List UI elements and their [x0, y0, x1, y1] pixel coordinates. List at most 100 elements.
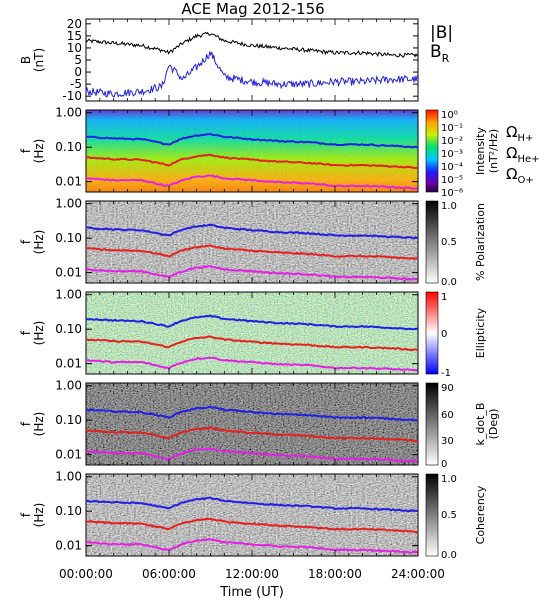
frequency-axes: 1.000.100.01f (Hz)1.000.100.01f (Hz)1.000.… — [19, 106, 418, 553]
intensity-colorbar-unit: (nT²/Hz) — [487, 129, 500, 173]
freq-axis-unit: (Hz) — [32, 321, 46, 346]
freq-axis-unit: (Hz) — [32, 503, 46, 528]
omega-h-legend: ΩH+ — [506, 123, 533, 144]
freq-axis-unit: (Hz) — [32, 230, 46, 255]
omega-o-line — [85, 356, 419, 372]
gyrofrequency-lines — [85, 132, 419, 554]
svg-text:10⁻⁵: 10⁻⁵ — [441, 175, 463, 186]
b-total-line — [85, 31, 419, 58]
svg-text:10⁻⁴: 10⁻⁴ — [441, 162, 463, 173]
k-dot-b-colorbar-ticks: 90 60 30 0 — [441, 383, 454, 470]
b-field-frame — [85, 18, 419, 102]
omega-o-line — [85, 174, 419, 190]
b-field-y-tick-label: -5 — [70, 77, 82, 91]
time-tick-label: 24:00:00 — [391, 567, 445, 581]
ellipticity-colorbar-title: Ellipticity — [474, 307, 487, 358]
svg-text:0.0: 0.0 — [441, 277, 457, 288]
svg-text:30: 30 — [441, 436, 454, 447]
ellipticity-panel: 1 0 -1 Ellipticity — [85, 291, 487, 379]
freq-tick-label: 0.10 — [55, 504, 82, 518]
omega-he-line — [85, 426, 419, 443]
svg-text:0.0: 0.0 — [441, 550, 457, 561]
b-r-legend: BR — [430, 42, 450, 65]
svg-text:10⁰: 10⁰ — [441, 110, 458, 121]
svg-text:0.5: 0.5 — [441, 510, 457, 521]
chart-title: ACE Mag 2012-156 — [181, 0, 324, 18]
b-total-legend: |B| — [430, 23, 453, 43]
time-tick-label: 06:00:00 — [142, 567, 196, 581]
coherency-colorbar-ticks: 1.0 0.5 0.0 — [441, 474, 457, 561]
omega-o-line — [85, 447, 419, 463]
coherency-spectrogram — [86, 474, 418, 556]
svg-text:10⁻⁶: 10⁻⁶ — [441, 188, 463, 199]
freq-tick-label: 0.01 — [55, 266, 82, 280]
omega-he-line — [85, 335, 419, 352]
svg-text:1.0: 1.0 — [441, 201, 457, 212]
omega-o-legend: ΩO+ — [506, 165, 534, 186]
time-tick-label: 12:00:00 — [225, 567, 279, 581]
svg-text:10⁻²: 10⁻² — [441, 136, 463, 147]
freq-tick-label: 0.10 — [55, 140, 82, 154]
svg-text:60: 60 — [441, 410, 454, 421]
k-dot-b-colorbar-unit: (Deg) — [487, 409, 500, 440]
freq-tick-label: 1.00 — [55, 288, 82, 302]
omega-h-line — [85, 405, 419, 422]
omega-h-line — [85, 314, 418, 331]
svg-text:10⁻³: 10⁻³ — [441, 149, 463, 160]
intensity-colorbar-title: Intensity — [474, 127, 487, 175]
ellipticity-colorbar-ticks: 1 0 -1 — [441, 292, 451, 379]
b-field-y-tick-label: 5 — [74, 53, 82, 67]
polarization-colorbar-title: % Polarization — [474, 203, 487, 281]
svg-text:1.0: 1.0 — [441, 474, 457, 485]
time-tick-label: 18:00:00 — [308, 567, 362, 581]
b-field-y-tick-label: 15 — [67, 29, 82, 43]
b-field-y-tick-label: 0 — [74, 65, 82, 79]
freq-tick-label: 1.00 — [55, 379, 82, 393]
freq-axis-label: f — [19, 421, 33, 426]
time-axis: 00:00:00 06:00:00 12:00:00 18:00:00 24:00:00 — [59, 19, 445, 581]
b-field-y-tick-label: -10 — [62, 89, 82, 103]
x-axis-label: Time (UT) — [219, 585, 284, 600]
polarization-spectrogram — [86, 201, 418, 283]
intensity-colorbar — [425, 109, 439, 193]
svg-text:0: 0 — [441, 329, 447, 340]
b-field-yunit: (nT) — [32, 48, 46, 72]
coherency-colorbar — [425, 473, 439, 557]
b-r-line — [85, 51, 419, 98]
freq-axis-label: f — [19, 512, 33, 517]
freq-tick-label: 0.10 — [55, 322, 82, 336]
svg-text:0.5: 0.5 — [441, 237, 457, 248]
polarization-panel: 1.0 0.5 0.0 % Polarization — [85, 200, 487, 288]
coherency-colorbar-title: Coherency — [474, 485, 487, 544]
coherency-panel: 1.0 0.5 0.0 Coherency — [85, 473, 487, 561]
k-dot-b-spectrogram — [86, 383, 418, 465]
ellipticity-spectrogram — [86, 292, 418, 374]
omega-o-line — [85, 538, 419, 554]
omega-h-line — [85, 132, 419, 149]
intensity-texture — [86, 110, 418, 192]
freq-axis-label: f — [19, 239, 33, 244]
polarization-colorbar-ticks: 1.0 0.5 0.0 — [441, 201, 457, 288]
freq-tick-label: 0.01 — [55, 448, 82, 462]
freq-axis-unit: (Hz) — [32, 139, 46, 164]
freq-tick-label: 0.10 — [55, 231, 82, 245]
b-field-ylabel: B — [19, 56, 33, 64]
freq-tick-label: 1.00 — [55, 106, 82, 120]
polarization-colorbar — [425, 200, 439, 284]
omega-he-line — [85, 244, 419, 260]
omega-he-line — [85, 517, 419, 534]
svg-text:90: 90 — [441, 383, 454, 394]
freq-tick-label: 0.10 — [55, 413, 82, 427]
intensity-colorbar-ticks: 10⁰ 10⁻¹ 10⁻² 10⁻³ 10⁻⁴ 10⁻⁵ 10⁻⁶ — [441, 110, 463, 199]
k-dot-b-panel: 90 60 30 0 k_dot_B (Deg) — [85, 382, 500, 470]
omega-he-legend: ΩHe+ — [506, 144, 540, 165]
svg-text:-1: -1 — [441, 368, 451, 379]
freq-axis-label: f — [19, 148, 33, 153]
freq-axis-unit: (Hz) — [32, 412, 46, 437]
omega-h-line — [85, 496, 419, 513]
svg-text:0: 0 — [441, 459, 447, 470]
b-field-y-tick-label: 10 — [67, 41, 82, 55]
